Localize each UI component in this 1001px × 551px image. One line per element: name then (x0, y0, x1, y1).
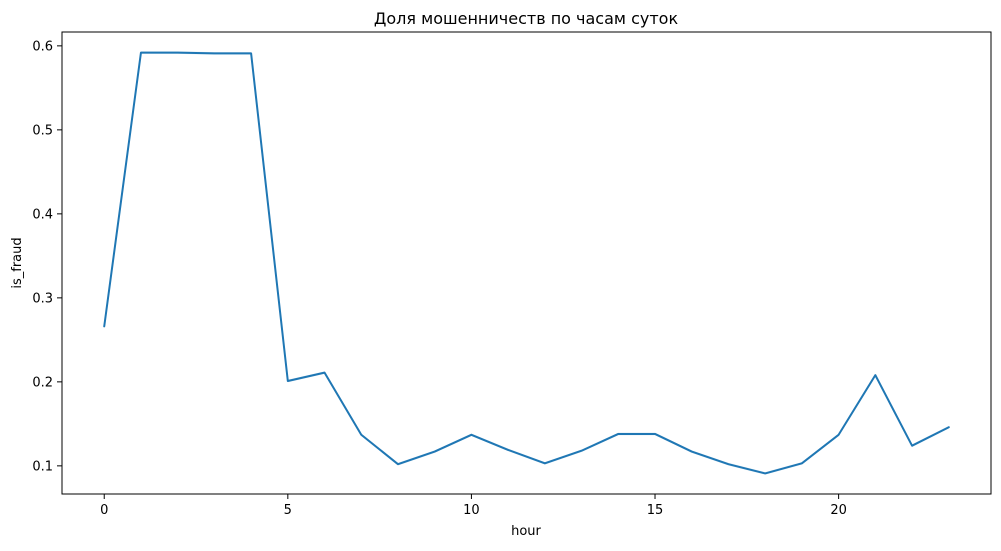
chart-title: Доля мошенничеств по часам суток (374, 9, 679, 28)
series-line (103, 51, 950, 475)
y-tick-label: 0.6 (32, 39, 53, 54)
y-tick-label: 0.4 (32, 207, 53, 222)
x-tick-label: 20 (830, 503, 847, 518)
y-tick-label: 0.2 (32, 375, 53, 390)
plot-area (103, 51, 950, 475)
y-axis-label: is_fraud (10, 237, 25, 288)
y-axis: 0.1 0.2 0.3 0.4 0.5 0.6 (32, 39, 62, 474)
x-tick-label: 10 (463, 503, 480, 518)
x-tick-label: 0 (100, 503, 108, 518)
x-tick-label: 5 (284, 503, 292, 518)
x-tick-label: 15 (647, 503, 664, 518)
x-axis-label: hour (511, 524, 541, 539)
plot-frame (61, 31, 992, 495)
confidence-band (104, 51, 949, 475)
y-tick-label: 0.1 (32, 459, 53, 474)
y-tick-label: 0.5 (32, 123, 53, 138)
x-axis: 0 5 10 15 20 (100, 494, 847, 518)
y-tick-label: 0.3 (32, 291, 53, 306)
